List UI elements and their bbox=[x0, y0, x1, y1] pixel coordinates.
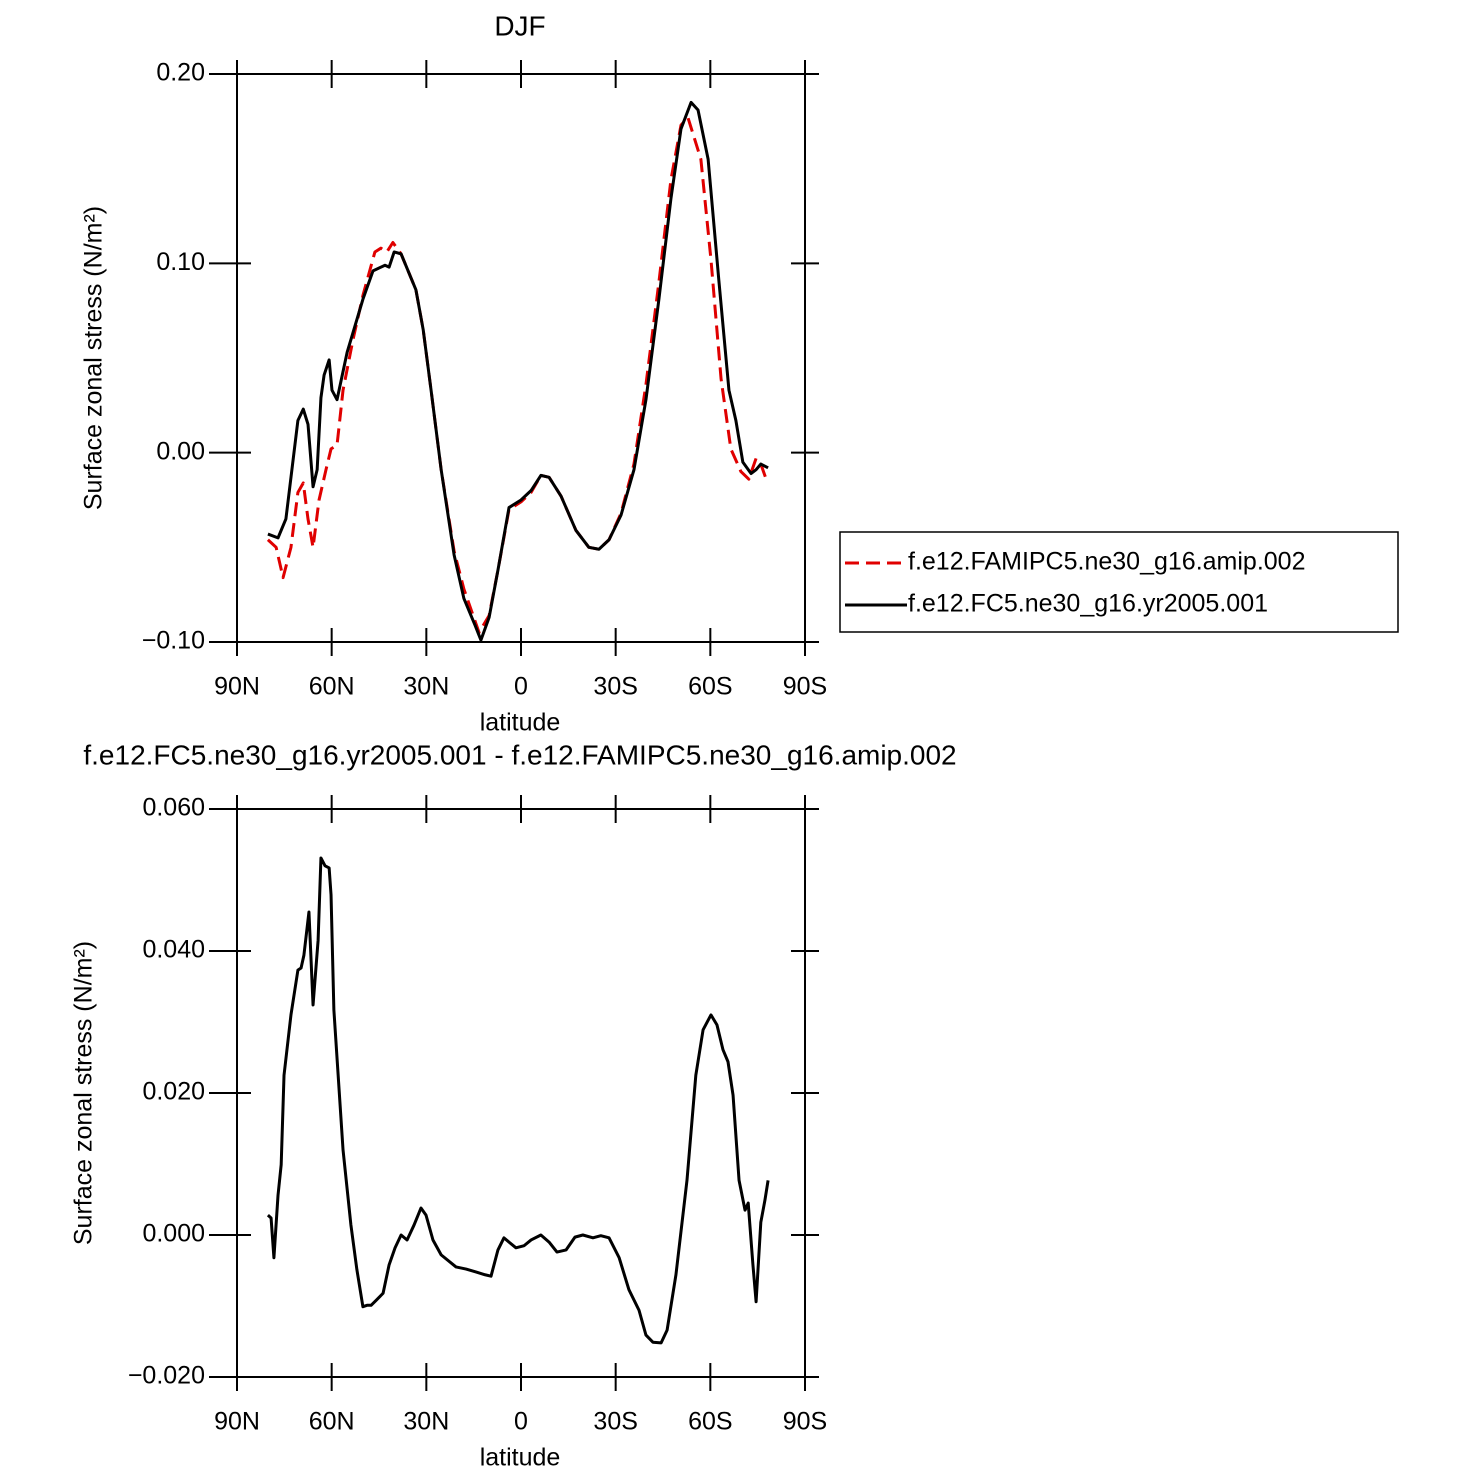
y-axis-label: Surface zonal stress (N/m²) bbox=[70, 941, 98, 1245]
x-tick-label: 90N bbox=[214, 1408, 260, 1436]
x-tick-label: 60N bbox=[309, 673, 355, 701]
x-tick-label: 0 bbox=[514, 1408, 528, 1436]
x-axis-label: latitude bbox=[480, 1444, 561, 1472]
y-tick-label: 0.060 bbox=[142, 794, 205, 822]
y-tick-label: −0.10 bbox=[142, 627, 205, 655]
y-tick-label: 0.20 bbox=[156, 59, 205, 87]
legend-label: f.e12.FC5.ne30_g16.yr2005.001 bbox=[908, 590, 1268, 618]
y-axis-label: Surface zonal stress (N/m²) bbox=[80, 206, 108, 510]
data-line bbox=[266, 856, 770, 1345]
x-tick-label: 90S bbox=[783, 1408, 827, 1436]
x-tick-label: 90S bbox=[783, 673, 827, 701]
x-tick-label: 30S bbox=[593, 1408, 637, 1436]
y-tick-label: 0.040 bbox=[142, 936, 205, 964]
x-tick-label: 90N bbox=[214, 673, 260, 701]
plot-frame bbox=[236, 808, 806, 1378]
x-axis-label: latitude bbox=[480, 709, 561, 737]
x-tick-label: 30N bbox=[403, 1408, 449, 1436]
y-tick-label: 0.020 bbox=[142, 1078, 205, 1106]
x-tick-label: 60N bbox=[309, 1408, 355, 1436]
y-tick-label: 0.000 bbox=[142, 1220, 205, 1248]
y-tick-label: −0.020 bbox=[128, 1362, 205, 1390]
x-tick-label: 60S bbox=[688, 673, 732, 701]
legend-label: f.e12.FAMIPC5.ne30_g16.amip.002 bbox=[908, 548, 1306, 576]
x-tick-label: 30N bbox=[403, 673, 449, 701]
chart-title: f.e12.FC5.ne30_g16.yr2005.001 - f.e12.FA… bbox=[83, 739, 956, 770]
chart-title: DJF bbox=[494, 10, 545, 41]
legend-box bbox=[839, 531, 1399, 633]
y-tick-label: 0.10 bbox=[156, 248, 205, 276]
data-line bbox=[267, 100, 769, 642]
x-tick-label: 60S bbox=[688, 1408, 732, 1436]
x-tick-label: 0 bbox=[514, 673, 528, 701]
x-tick-label: 30S bbox=[593, 673, 637, 701]
y-tick-label: 0.00 bbox=[156, 437, 205, 465]
